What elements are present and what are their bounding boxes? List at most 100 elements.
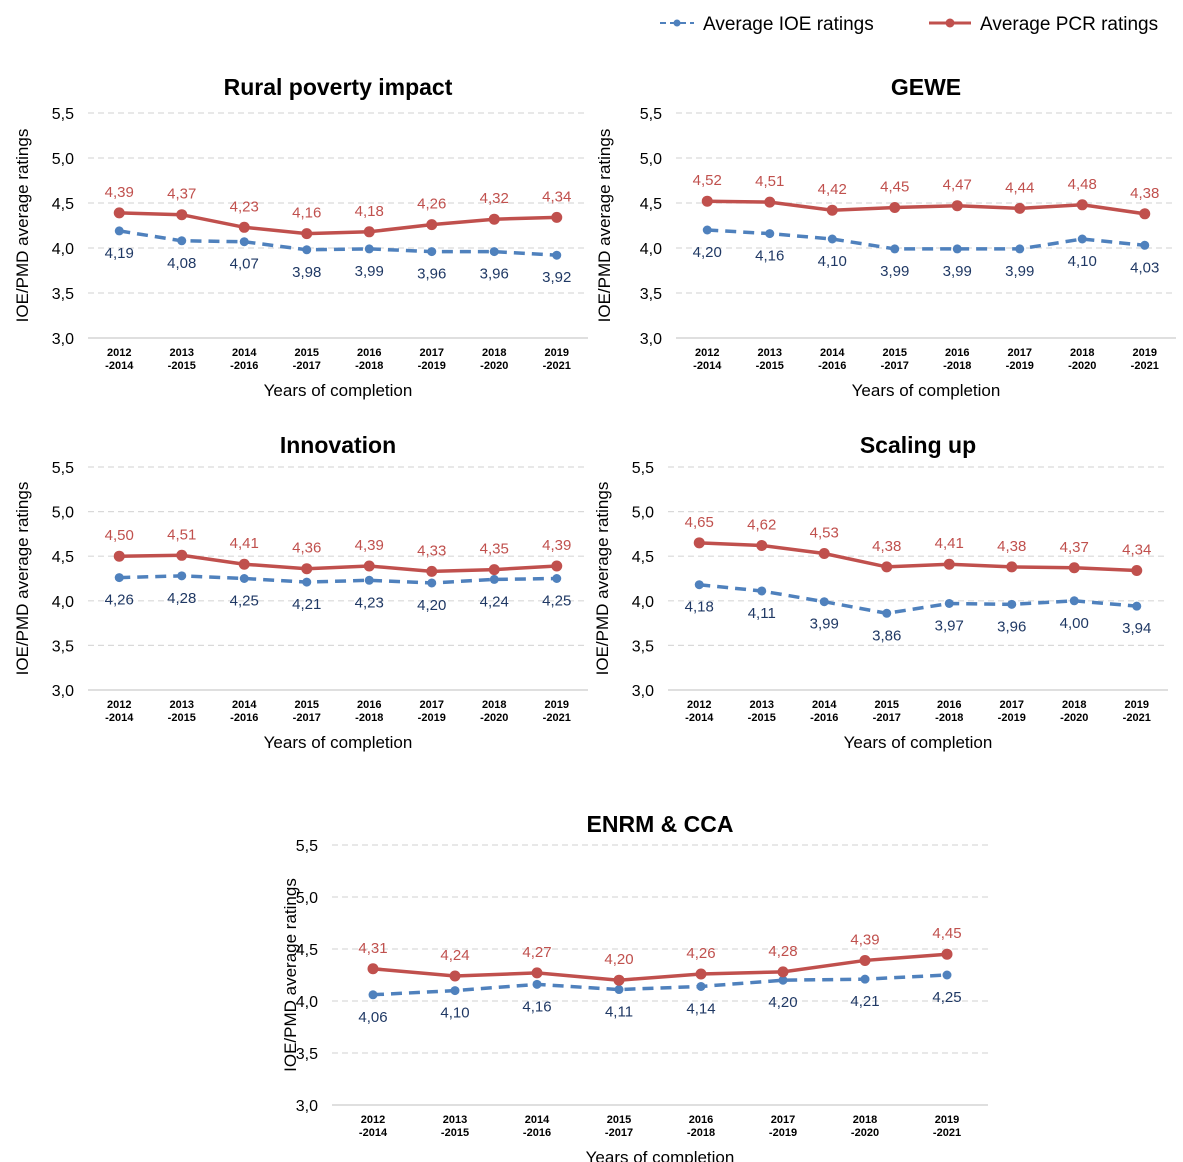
data-point-pcr	[695, 968, 707, 980]
series-line-ioe	[372, 973, 948, 997]
chart-title: Rural poverty impact	[224, 74, 453, 100]
x-tick-label: 2012	[695, 347, 719, 359]
data-label-ioe: 4,23	[355, 594, 384, 611]
data-point-pcr	[859, 954, 871, 966]
data-point-ioe	[944, 598, 954, 608]
data-point-pcr	[764, 196, 776, 208]
data-label-ioe: 4,06	[358, 1009, 387, 1026]
x-tick-label: 2016	[937, 699, 961, 711]
x-tick-label: 2014	[820, 347, 845, 359]
x-tick-label: 2015	[883, 347, 907, 359]
x-tick-label: 2017	[420, 699, 444, 711]
y-tick-label: 4,5	[640, 196, 662, 213]
data-label-ioe: 4,10	[440, 1005, 469, 1022]
y-tick-label: 4,5	[296, 942, 318, 959]
x-tick-label: -2020	[480, 712, 508, 724]
x-tick-label: 2012	[687, 699, 711, 711]
data-label-pcr: 4,41	[230, 535, 259, 552]
x-tick-label: -2020	[851, 1127, 879, 1139]
data-label-pcr: 4,50	[105, 527, 134, 544]
data-label-ioe: 3,99	[880, 263, 909, 280]
data-point-pcr	[113, 207, 125, 219]
data-point-pcr	[1131, 564, 1143, 576]
data-label-ioe: 4,25	[932, 989, 961, 1006]
data-point-pcr	[551, 560, 563, 572]
x-tick-label: 2013	[750, 699, 774, 711]
x-tick-label: -2018	[687, 1127, 715, 1139]
x-tick-label: -2017	[873, 712, 901, 724]
data-point-pcr	[176, 209, 188, 221]
data-point-pcr	[449, 970, 461, 982]
data-point-ioe	[114, 226, 124, 236]
series-line-ioe	[707, 228, 1145, 251]
series-line-pcr	[699, 541, 1137, 573]
data-label-pcr: 4,16	[292, 205, 321, 222]
data-label-pcr: 4,62	[747, 516, 776, 533]
x-tick-label: -2021	[933, 1127, 961, 1139]
y-tick-label: 3,5	[640, 286, 662, 303]
data-label-pcr: 4,20	[604, 951, 633, 968]
data-point-pcr	[363, 560, 375, 572]
data-label-pcr: 4,27	[522, 944, 551, 961]
series-line-ioe	[699, 583, 1137, 616]
y-tick-label: 4,5	[52, 196, 74, 213]
y-tick-label: 3,5	[296, 1046, 318, 1063]
data-label-ioe: 3,94	[1122, 620, 1151, 637]
data-label-ioe: 4,21	[292, 596, 321, 613]
x-tick-label: -2014	[685, 712, 714, 724]
data-label-pcr: 4,36	[292, 540, 321, 557]
x-tick-label: -2016	[523, 1127, 551, 1139]
y-tick-label: 5,0	[52, 505, 74, 522]
data-point-ioe	[114, 573, 124, 583]
x-tick-label: -2019	[769, 1127, 797, 1139]
data-point-ioe	[427, 247, 437, 257]
data-label-pcr: 4,26	[686, 945, 715, 962]
y-tick-label: 4,0	[640, 241, 662, 258]
x-tick-label: -2016	[810, 712, 838, 724]
chart-panel: Rural poverty impact 3,0 3,5 4,0 4,5 5,0 5,5 20…	[13, 74, 588, 400]
data-label-pcr: 4,39	[542, 537, 571, 554]
data-label-ioe: 3,96	[997, 618, 1026, 635]
x-tick-label: 2015	[875, 699, 899, 711]
data-label-pcr: 4,51	[755, 173, 784, 190]
data-label-ioe: 4,19	[105, 245, 134, 262]
data-label-pcr: 4,28	[768, 943, 797, 960]
data-label-ioe: 3,96	[480, 266, 509, 283]
data-point-ioe	[489, 247, 499, 257]
data-label-pcr: 4,38	[997, 538, 1026, 555]
y-axis-title: IOE/PMD average ratings	[13, 482, 32, 676]
data-label-ioe: 4,16	[522, 998, 551, 1015]
y-tick-label: 3,5	[632, 638, 654, 655]
y-tick-label: 3,0	[640, 331, 662, 348]
y-tick-label: 5,5	[632, 460, 654, 477]
data-point-pcr	[1076, 199, 1088, 211]
data-point-pcr	[701, 195, 713, 207]
y-tick-label: 3,5	[52, 638, 74, 655]
x-tick-label: -2019	[998, 712, 1026, 724]
x-tick-label: 2013	[170, 347, 194, 359]
x-axis-title: Years of completion	[586, 1148, 735, 1162]
x-tick-label: -2015	[441, 1127, 469, 1139]
data-point-ioe	[694, 580, 704, 590]
x-tick-label: 2013	[170, 699, 194, 711]
x-tick-label: -2018	[355, 712, 383, 724]
x-axis-title: Years of completion	[844, 733, 993, 752]
x-tick-label: -2015	[168, 712, 196, 724]
data-point-ioe	[757, 586, 767, 596]
data-point-ioe	[952, 244, 962, 254]
data-label-ioe: 3,86	[872, 627, 901, 644]
data-label-ioe: 3,92	[542, 269, 571, 286]
data-point-ioe	[302, 245, 312, 255]
x-tick-label: 2012	[107, 699, 131, 711]
y-tick-label: 4,0	[52, 594, 74, 611]
data-point-ioe	[882, 608, 892, 618]
data-point-ioe	[552, 250, 562, 260]
series-line-pcr	[707, 199, 1145, 216]
series-line-pcr	[119, 553, 557, 574]
data-point-pcr	[941, 948, 953, 960]
data-label-ioe: 4,20	[417, 597, 446, 614]
x-tick-label: -2017	[881, 360, 909, 372]
data-point-ioe	[890, 244, 900, 254]
y-tick-label: 5,5	[52, 106, 74, 123]
data-label-pcr: 4,26	[417, 196, 446, 213]
